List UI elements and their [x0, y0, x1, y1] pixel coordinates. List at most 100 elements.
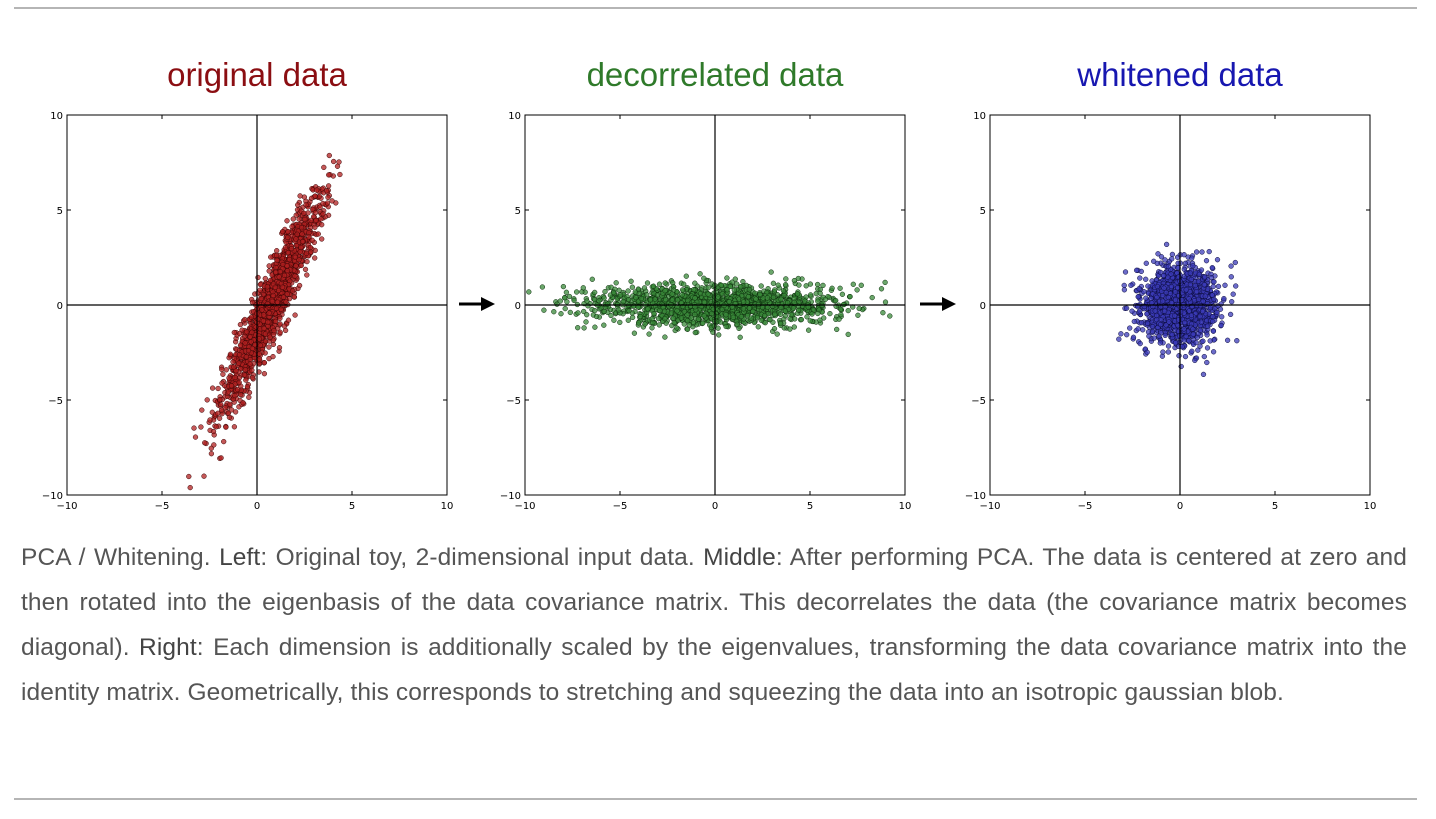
- data-point: [772, 311, 778, 318]
- data-point: [1116, 336, 1122, 342]
- data-point: [805, 327, 812, 333]
- data-point: [273, 318, 279, 324]
- data-point: [1138, 268, 1144, 275]
- data-point: [276, 274, 282, 280]
- x-tick-label: −10: [514, 501, 535, 512]
- data-point: [248, 314, 255, 320]
- data-point: [283, 299, 289, 305]
- data-point: [750, 308, 756, 315]
- data-point: [1121, 287, 1128, 293]
- data-point: [1210, 283, 1216, 290]
- data-point: [1154, 260, 1160, 267]
- data-point: [617, 292, 624, 298]
- data-point: [298, 244, 304, 251]
- data-point: [625, 288, 631, 294]
- data-point: [1199, 249, 1205, 255]
- x-tick-label: 5: [1272, 501, 1278, 512]
- data-point: [822, 296, 829, 302]
- data-point: [269, 298, 275, 304]
- data-point: [593, 313, 600, 320]
- data-point: [1189, 348, 1195, 354]
- data-point: [1181, 252, 1187, 258]
- data-point: [589, 276, 595, 282]
- data-point: [869, 294, 875, 301]
- data-point: [271, 328, 277, 334]
- data-point: [242, 316, 248, 323]
- data-point: [1195, 278, 1202, 284]
- data-point: [1135, 294, 1141, 300]
- data-point: [320, 211, 326, 217]
- data-point: [1207, 305, 1214, 311]
- data-point: [236, 352, 243, 358]
- data-point: [192, 434, 199, 440]
- data-point: [285, 317, 292, 323]
- data-point: [765, 304, 771, 310]
- chart-title: decorrelated data: [587, 56, 844, 93]
- data-point: [242, 367, 248, 373]
- data-point: [798, 316, 805, 323]
- data-point: [724, 287, 730, 293]
- data-point: [219, 380, 225, 386]
- original-data-panel: original data −10 −5 0 5 10 10 5 0 −5 −10: [42, 50, 485, 520]
- data-point: [1143, 260, 1149, 266]
- data-point: [656, 281, 663, 287]
- data-point: [1209, 292, 1216, 298]
- data-point: [638, 295, 644, 302]
- data-point: [1165, 343, 1172, 349]
- data-point: [260, 318, 267, 324]
- caption-left-text: : Original toy, 2-dimensional input data…: [260, 544, 704, 571]
- data-point: [878, 286, 885, 292]
- data-point: [1190, 331, 1196, 337]
- data-point: [782, 308, 788, 314]
- data-point: [1192, 357, 1198, 364]
- data-point: [257, 287, 263, 293]
- data-point: [855, 312, 861, 318]
- data-point: [1214, 257, 1221, 263]
- data-point: [234, 386, 241, 393]
- data-point: [1168, 271, 1174, 277]
- y-tick-label: 5: [980, 206, 986, 217]
- x-tick-label: 0: [254, 501, 260, 512]
- data-point: [1202, 293, 1209, 299]
- data-point: [255, 274, 261, 281]
- data-point: [1182, 319, 1188, 326]
- data-point: [1195, 347, 1201, 353]
- data-point: [273, 252, 280, 259]
- data-point: [289, 223, 295, 230]
- data-point: [246, 394, 252, 400]
- data-point: [1198, 319, 1205, 325]
- x-tick-label: −10: [56, 501, 77, 512]
- data-point: [219, 366, 225, 373]
- data-point: [1122, 269, 1129, 275]
- data-point: [695, 316, 702, 322]
- data-point: [1124, 332, 1130, 338]
- data-point: [230, 359, 236, 365]
- data-point: [692, 329, 698, 336]
- data-point: [1149, 278, 1155, 284]
- data-point: [562, 305, 568, 312]
- data-point: [1191, 298, 1198, 304]
- data-point: [700, 320, 706, 326]
- data-point: [282, 327, 289, 334]
- data-point: [724, 275, 730, 281]
- data-point: [1148, 295, 1154, 302]
- data-point: [249, 329, 255, 335]
- data-point: [302, 216, 308, 223]
- data-point: [1188, 276, 1194, 283]
- data-point: [1193, 339, 1199, 346]
- data-point: [231, 329, 237, 336]
- data-point: [734, 281, 740, 287]
- data-point: [1169, 251, 1176, 258]
- data-point: [277, 321, 283, 327]
- data-point: [581, 308, 587, 315]
- data-point: [312, 224, 318, 230]
- data-point: [223, 367, 229, 373]
- data-point: [288, 246, 295, 252]
- data-point: [285, 249, 291, 256]
- data-point: [277, 269, 283, 275]
- data-point: [1210, 349, 1217, 355]
- data-point: [723, 312, 729, 318]
- data-point: [620, 298, 626, 305]
- data-point: [255, 316, 261, 322]
- y-tick-label: −10: [42, 491, 63, 502]
